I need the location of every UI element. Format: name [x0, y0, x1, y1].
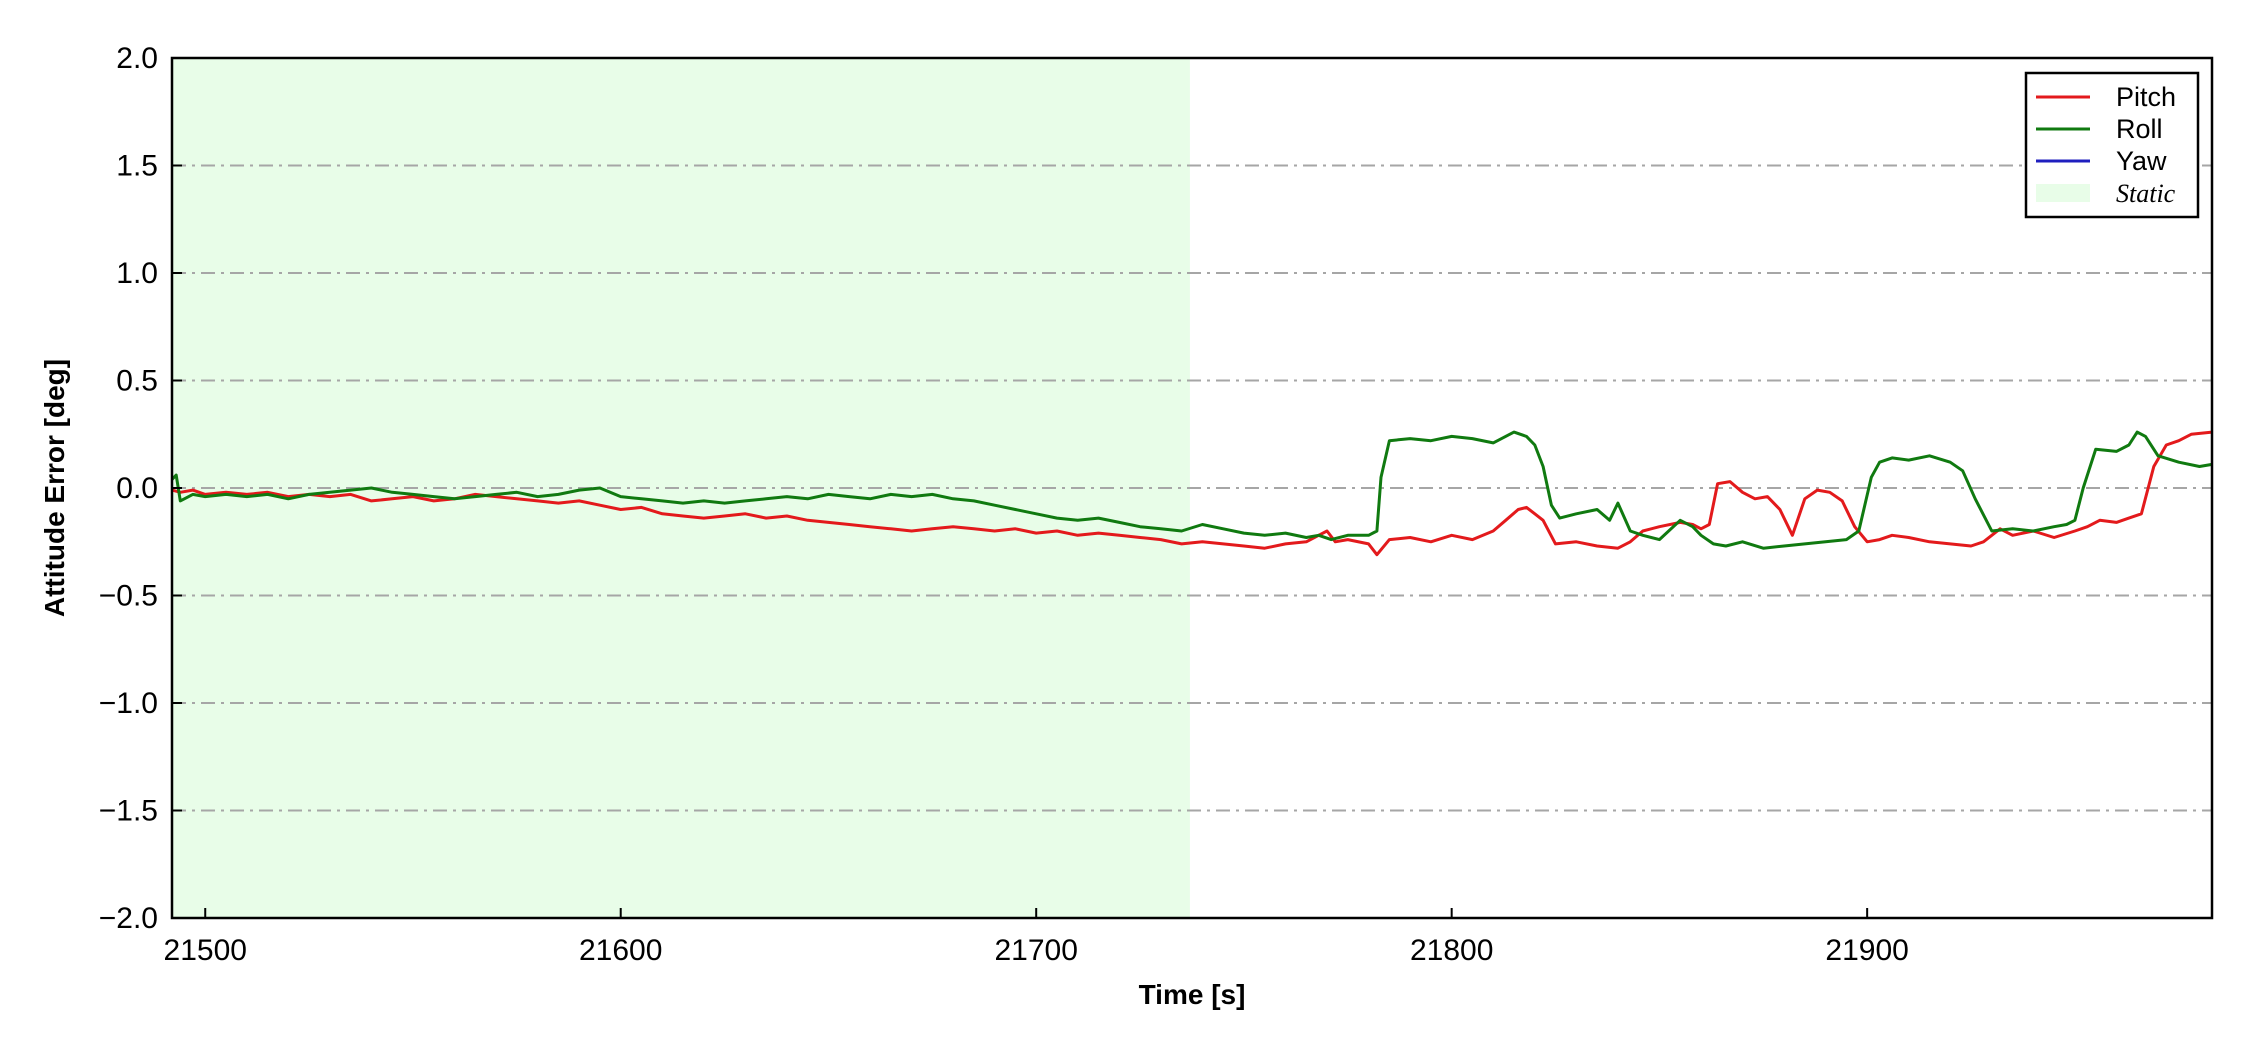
y-tick-label: 1.5	[116, 150, 158, 183]
legend-label-yaw: Yaw	[2116, 146, 2167, 176]
x-axis-ticks: 21500 21600 21700 21800 21900	[164, 908, 1909, 967]
y-tick-label: −1.5	[99, 795, 158, 828]
series-layer	[170, 430, 2213, 557]
series-line-pitch	[171, 430, 2213, 557]
x-axis-label: Time [s]	[1139, 979, 1246, 1010]
y-tick-label: 2.0	[116, 42, 158, 75]
legend-swatch-static	[2036, 184, 2090, 202]
y-tick-label: 0.5	[116, 365, 158, 398]
legend-label-static: Static	[2116, 179, 2176, 208]
x-tick-label: 21900	[1825, 934, 1908, 967]
y-tick-label: −2.0	[99, 902, 158, 935]
x-tick-label: 21700	[994, 934, 1077, 967]
x-tick-label: 21800	[1410, 934, 1493, 967]
y-tick-label: 0.0	[116, 472, 158, 505]
grid-lines	[172, 164, 2212, 812]
y-tick-label: −1.0	[99, 687, 158, 720]
legend: Pitch Roll Yaw Static	[2024, 71, 2200, 219]
series-line-roll	[170, 430, 2213, 550]
y-axis-label: Attitude Error [deg]	[39, 359, 70, 617]
x-tick-label: 21500	[164, 934, 247, 967]
y-tick-label: −0.5	[99, 580, 158, 613]
y-axis-ticks: −2.0 −1.5 −1.0 −0.5 0.0 0.5 1.0 1.5 2.0	[99, 42, 182, 935]
y-tick-label: 1.0	[116, 257, 158, 290]
x-tick-label: 21600	[579, 934, 662, 967]
legend-label-pitch: Pitch	[2116, 82, 2176, 112]
legend-label-roll: Roll	[2116, 114, 2163, 144]
